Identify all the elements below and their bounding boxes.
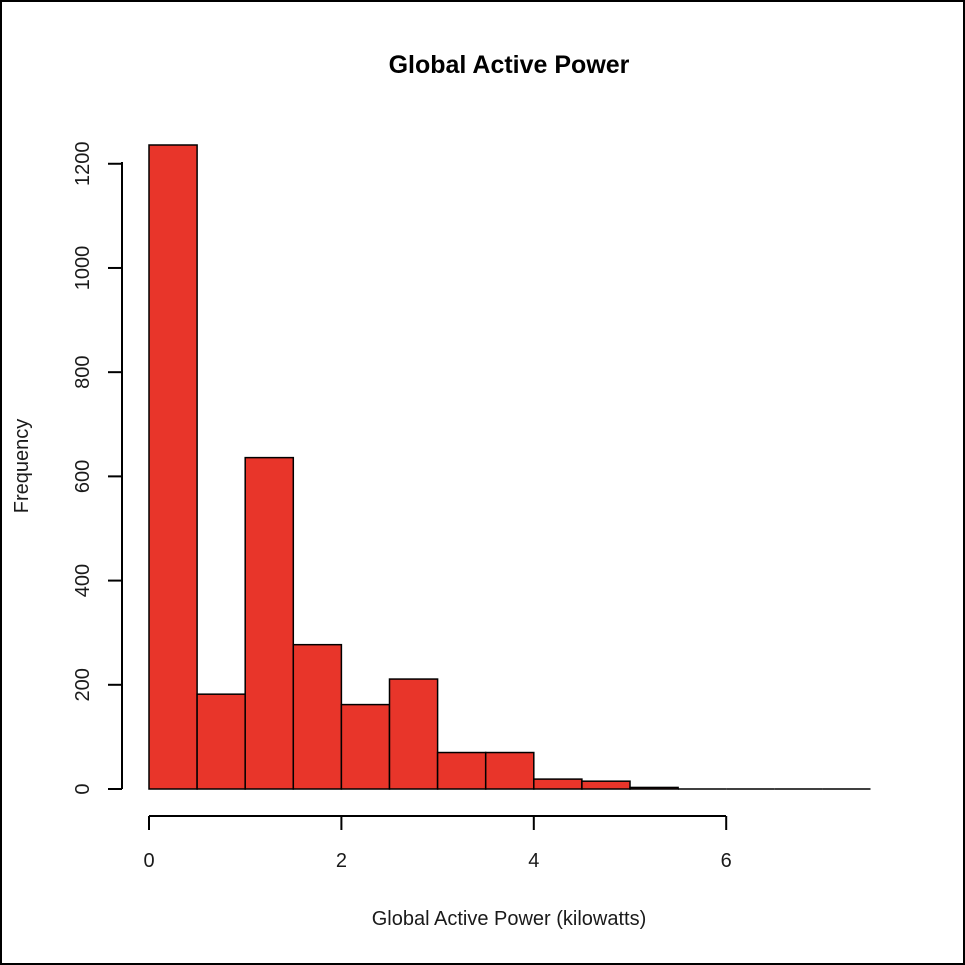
y-tick-label-2: 400	[72, 564, 94, 597]
histogram-bar-2	[244, 456, 295, 790]
histogram-bar-8	[533, 778, 583, 790]
histogram-bar-6	[436, 751, 487, 790]
y-tick-label-0: 0	[72, 783, 94, 794]
histogram-bar-7	[484, 751, 535, 790]
histogram-bar-1	[196, 693, 246, 790]
histogram-bar-9	[581, 780, 631, 790]
y-tick-label-1: 200	[72, 668, 94, 701]
y-axis-label: Frequency	[11, 419, 33, 514]
y-tick-label-5: 1000	[72, 246, 94, 291]
x-tick-label-1: 2	[336, 850, 347, 872]
histogram-bar-0	[148, 144, 198, 790]
histogram-bar-3	[292, 643, 343, 790]
histogram-bar-5	[388, 678, 439, 790]
histogram-bars	[148, 144, 871, 790]
histogram-bar-4	[340, 703, 391, 790]
y-axis: 0 200 400 600 800 1000 1200	[72, 142, 123, 795]
x-tick-label-0: 0	[143, 850, 154, 872]
chart-title: Global Active Power	[389, 51, 630, 79]
y-tick-label-3: 600	[72, 460, 94, 493]
x-tick-label-2: 4	[528, 850, 539, 872]
x-tick-label-3: 6	[721, 850, 732, 872]
x-axis-label: Global Active Power (kilowatts)	[372, 908, 647, 930]
histogram-bar-10	[629, 786, 679, 790]
x-axis: 0 2 4 6	[143, 815, 732, 872]
y-tick-label-6: 1200	[72, 142, 94, 187]
y-tick-label-4: 800	[72, 355, 94, 388]
